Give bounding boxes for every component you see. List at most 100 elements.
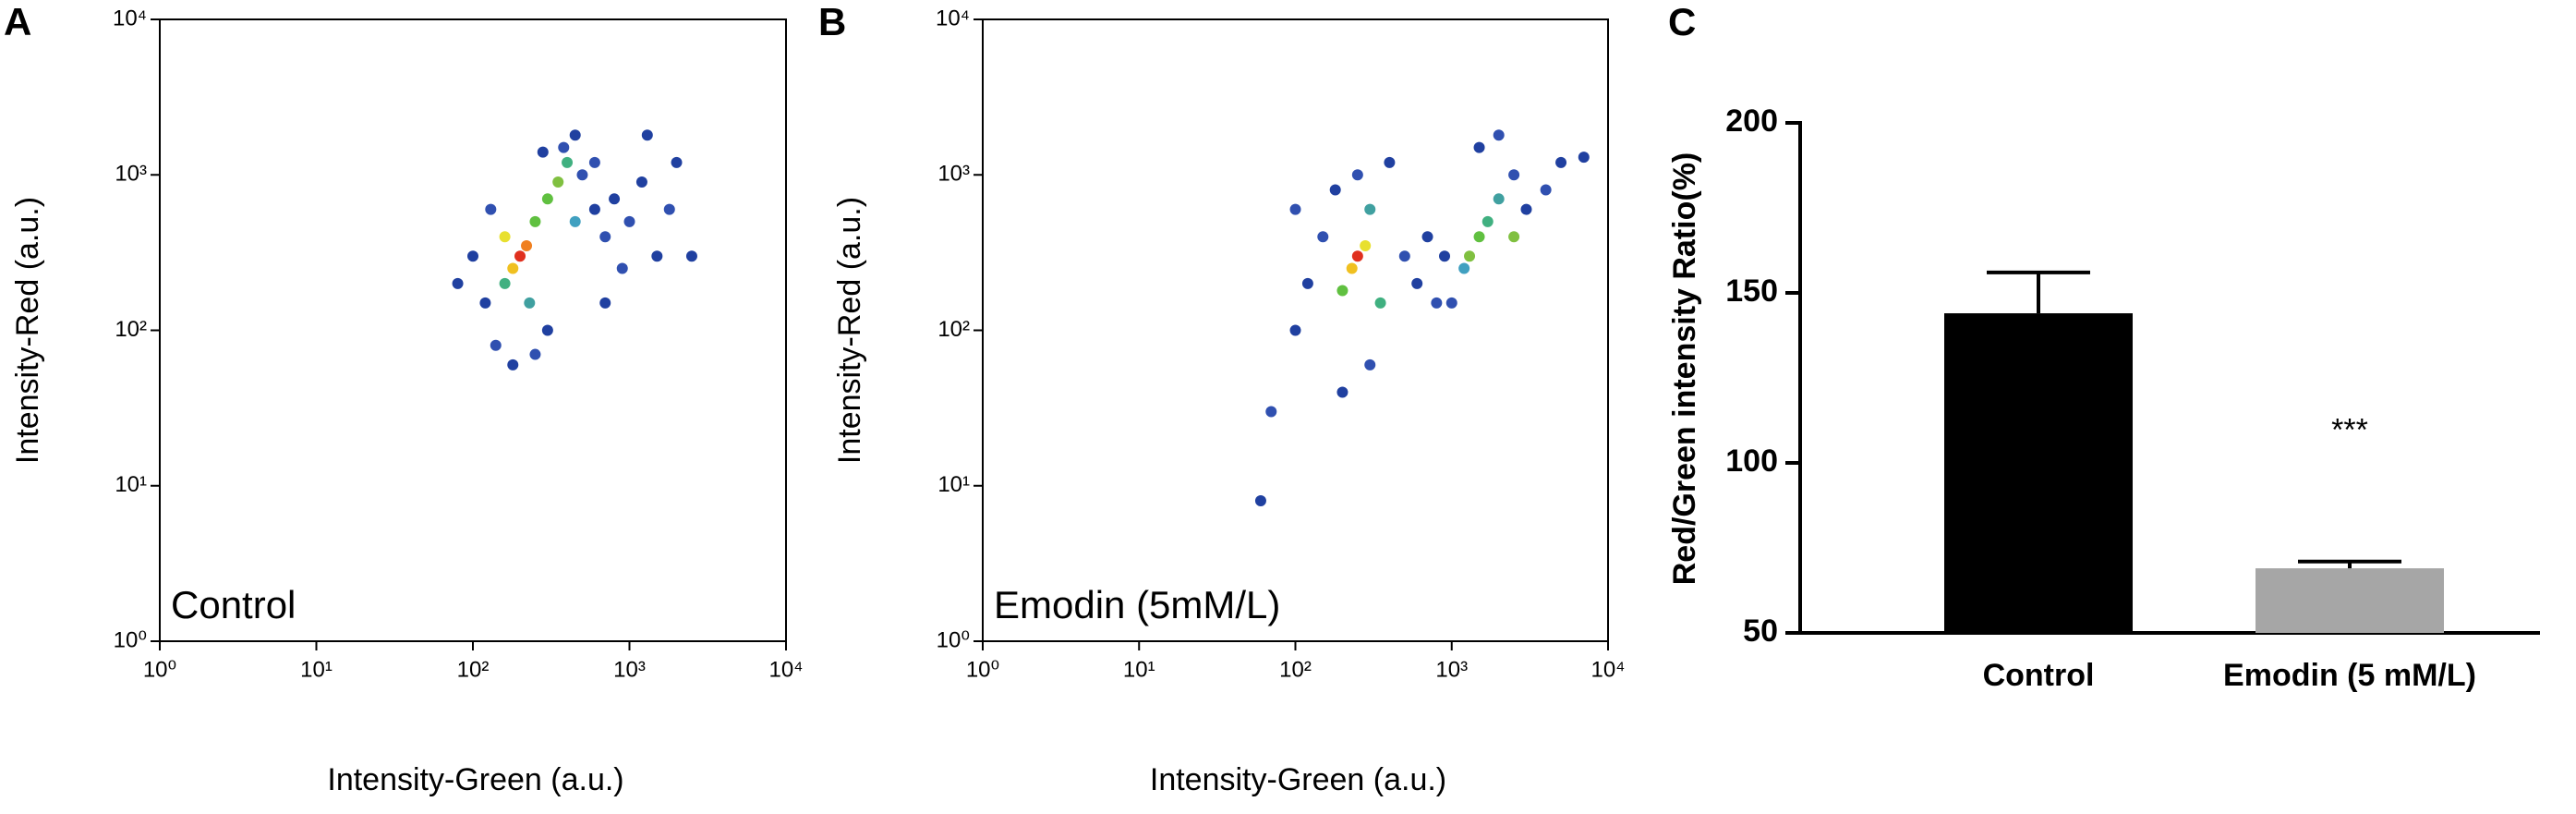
panel-letter: B	[818, 0, 846, 43]
scatter-point	[1482, 215, 1494, 227]
scatter-point	[569, 215, 581, 227]
scatter-point	[1493, 193, 1505, 205]
scatter-point	[635, 176, 647, 188]
scatter-point	[524, 297, 536, 309]
scatter-point	[1473, 141, 1485, 153]
scatter-point	[1384, 156, 1396, 168]
x-tick-label: 10³	[1435, 657, 1468, 682]
y-tick-label: 150	[1725, 273, 1778, 309]
x-tick-label: 10¹	[300, 657, 333, 682]
scatter-point	[452, 277, 464, 289]
scatter-point	[1346, 262, 1358, 274]
scatter-point	[609, 193, 621, 205]
x-tick-label: 10²	[457, 657, 490, 682]
x-tick-label: 10⁰	[143, 657, 176, 682]
scatter-point	[1329, 184, 1341, 196]
scatter-point	[1439, 250, 1451, 262]
scatter-point	[1458, 262, 1470, 274]
bar	[2256, 568, 2444, 633]
y-tick-label: 10¹	[115, 472, 147, 497]
scatter-point	[537, 146, 549, 158]
scatter-point	[599, 297, 611, 309]
y-tick-label: 200	[1725, 103, 1778, 139]
scatter-point	[1411, 277, 1423, 289]
scatter-point	[529, 215, 541, 227]
x-tick-label: Control	[1983, 658, 2095, 693]
scatter-point	[1364, 203, 1376, 215]
scatter-point	[499, 231, 511, 243]
scatter-point	[616, 262, 628, 274]
scatter-point	[1555, 156, 1567, 168]
scatter-point	[1398, 250, 1410, 262]
scatter-point	[641, 129, 653, 141]
scatter-point	[521, 239, 533, 251]
scatter-point	[1464, 250, 1476, 262]
y-tick-label: 100	[1725, 443, 1778, 479]
scatter-point	[663, 203, 675, 215]
scatter-point	[588, 156, 600, 168]
scatter-point	[1445, 297, 1457, 309]
sample-label: Emodin (5mM/L)	[994, 583, 1280, 626]
sample-label: Control	[171, 583, 296, 626]
scatter-point	[499, 277, 511, 289]
scatter-point	[599, 231, 611, 243]
panel-letter: C	[1668, 0, 1696, 43]
scatter-point	[1431, 297, 1443, 309]
y-tick-label: 10²	[937, 317, 970, 342]
scatter-point	[490, 339, 502, 351]
scatter-point	[479, 297, 491, 309]
scatter-point	[541, 324, 553, 336]
panel-letter: A	[4, 0, 31, 43]
scatter-point	[623, 215, 635, 227]
scatter-point	[1336, 285, 1348, 297]
x-tick-label: 10²	[1279, 657, 1312, 682]
scatter-point	[485, 203, 497, 215]
scatter-point	[529, 348, 541, 360]
scatter-point	[588, 203, 600, 215]
x-tick-label: 10³	[613, 657, 646, 682]
y-tick-label: 10³	[937, 162, 970, 187]
x-tick-label: Emodin (5 mM/L)	[2223, 658, 2476, 693]
scatter-point	[1540, 184, 1552, 196]
scatter-point	[1578, 152, 1590, 164]
scatter-point	[467, 250, 478, 262]
y-tick-label: 10³	[115, 162, 147, 187]
bar	[1944, 313, 2133, 633]
scatter-point	[1289, 324, 1301, 336]
scatter-point	[1254, 495, 1266, 507]
scatter-point	[1473, 231, 1485, 243]
y-tick-label: 10⁴	[113, 6, 147, 30]
y-axis-title: Intensity-Red (a.u.)	[10, 197, 45, 464]
plot-frame	[159, 18, 787, 642]
x-axis-title: Intensity-Green (a.u.)	[327, 762, 623, 797]
scatter-point	[514, 250, 526, 262]
y-tick-label: 10²	[115, 317, 147, 342]
scatter-point	[576, 169, 588, 181]
scatter-point	[507, 358, 519, 371]
x-tick-label: 10⁴	[1590, 657, 1625, 682]
scatter-point	[1364, 358, 1376, 371]
y-tick-label: 10¹	[937, 472, 970, 497]
scatter-point	[552, 176, 564, 188]
scatter-point	[558, 141, 570, 153]
x-tick-label: 10⁰	[966, 657, 999, 682]
scatter-point	[1351, 250, 1363, 262]
scatter-point	[1421, 231, 1433, 243]
scatter-point	[507, 262, 519, 274]
scatter-point	[562, 156, 574, 168]
scatter-point	[671, 156, 683, 168]
scatter-point	[1360, 239, 1372, 251]
y-tick-label: 10⁰	[937, 627, 970, 652]
y-tick-label: 10⁰	[114, 627, 147, 652]
x-tick-label: 10⁴	[768, 657, 803, 682]
scatter-point	[1508, 231, 1520, 243]
scatter-point	[569, 129, 581, 141]
scatter-point	[1265, 406, 1277, 418]
scatter-point	[1351, 169, 1363, 181]
scatter-point	[1301, 277, 1313, 289]
y-axis-title: Red/Green intensity Ratio(%)	[1667, 152, 1702, 586]
scatter-point	[1317, 231, 1329, 243]
significance-label: ***	[2331, 413, 2368, 448]
